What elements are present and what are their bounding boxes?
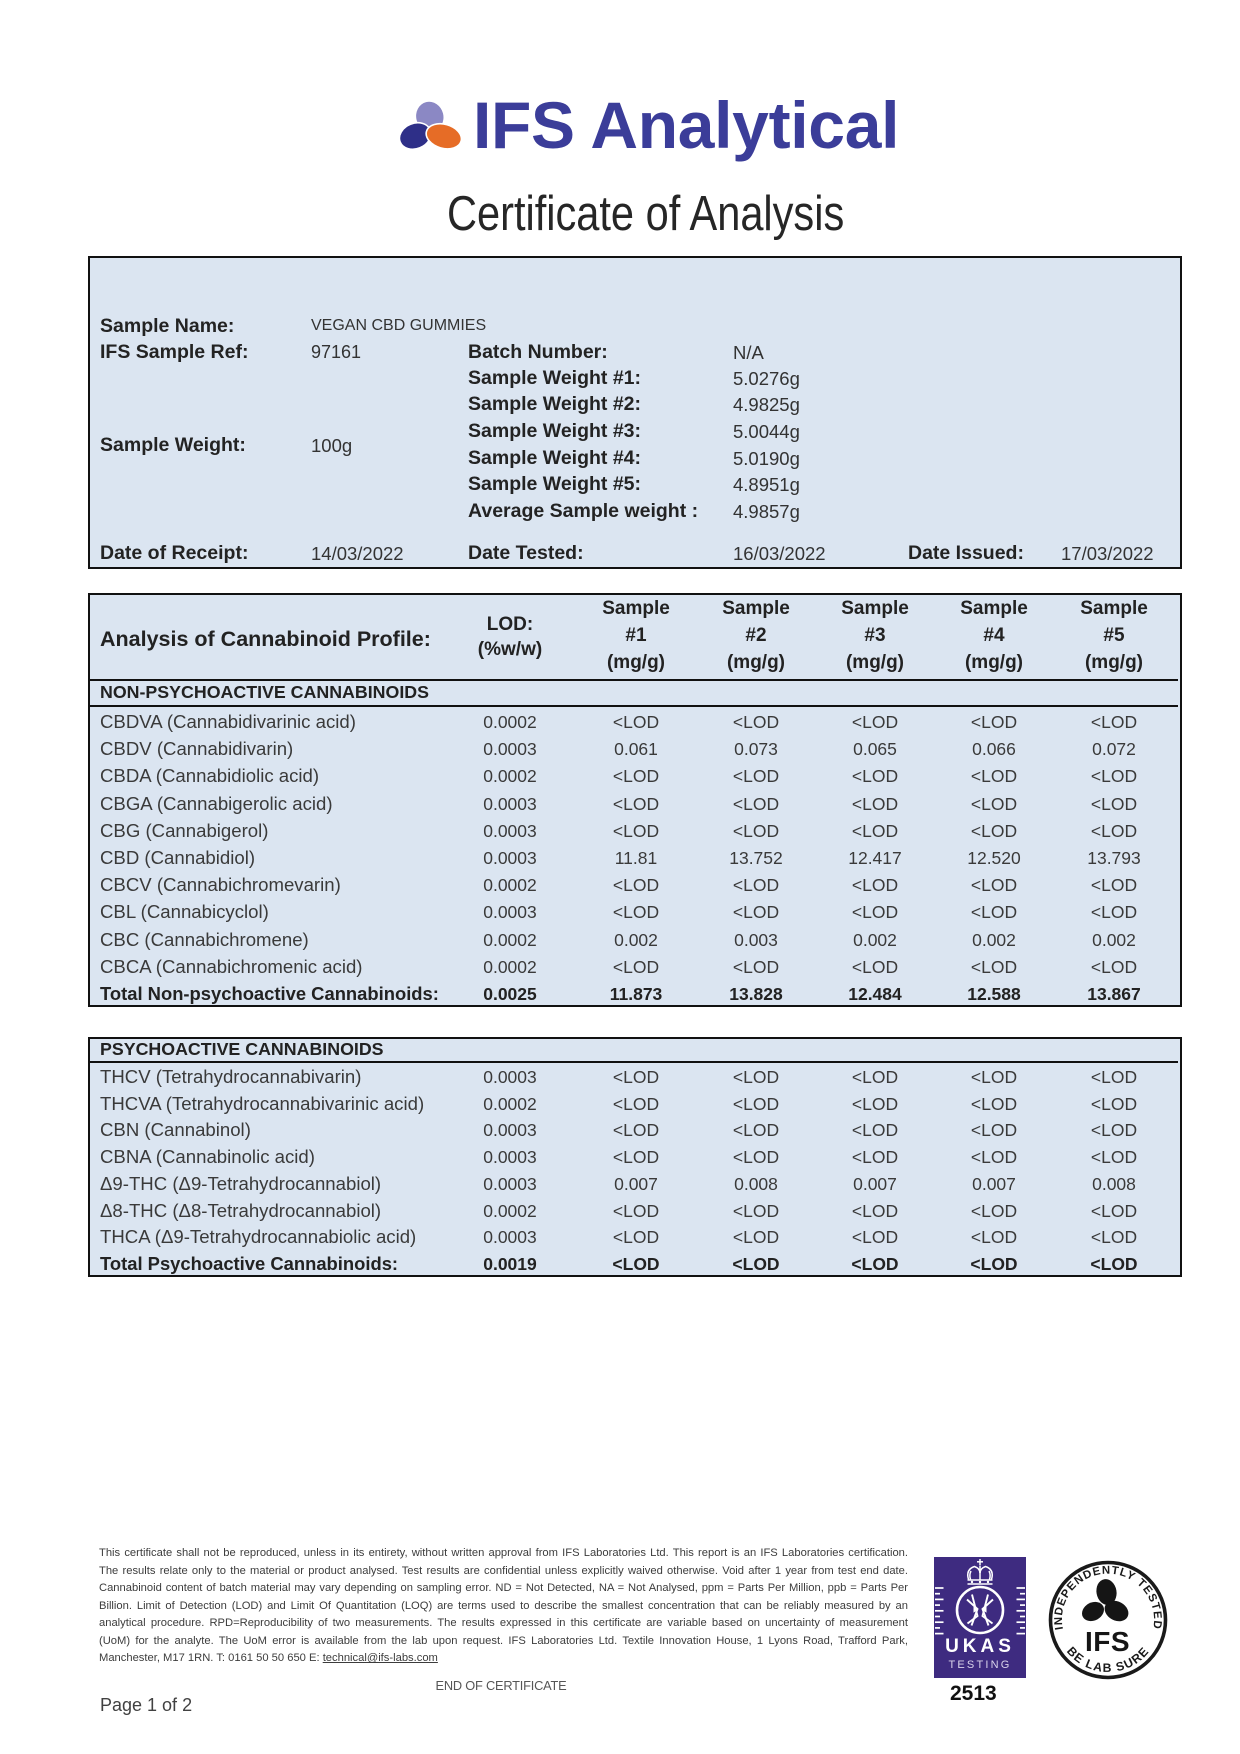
svg-text:TESTING: TESTING bbox=[948, 1659, 1011, 1671]
svg-text:UKAS: UKAS bbox=[945, 1636, 1015, 1657]
svg-text:IFS: IFS bbox=[1085, 1626, 1130, 1657]
